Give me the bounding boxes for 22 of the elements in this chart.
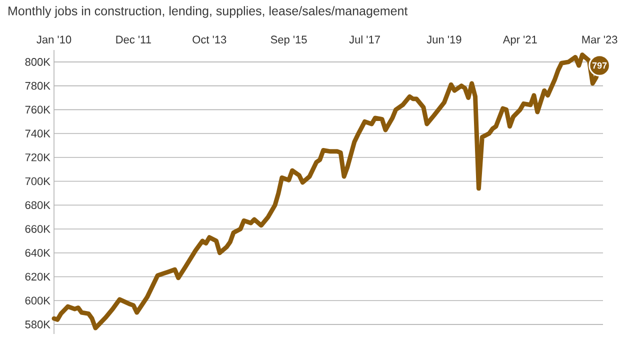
y-tick-label: 740K xyxy=(25,130,50,138)
x-tick-label: Jul '17 xyxy=(349,35,380,44)
x-tick-label: Mar '23 xyxy=(582,36,618,44)
y-tick-label: 800K xyxy=(25,58,50,66)
y-tick-label: 780K xyxy=(25,82,50,90)
y-tick-label: 600K xyxy=(25,296,50,304)
y-tick-label: 680K xyxy=(25,201,50,210)
y-tick-label: 640K xyxy=(25,248,50,257)
y-tick-label: 620K xyxy=(25,272,50,281)
y-tick-label: 700K xyxy=(25,177,50,186)
y-tick-label: 580K xyxy=(25,320,50,328)
x-tick-label: Dec '11 xyxy=(116,36,151,44)
x-tick-label: Sep '15 xyxy=(270,36,307,46)
y-tick-label: 660K xyxy=(25,225,50,233)
x-tick-label: Apr '21 xyxy=(502,36,537,46)
chart-title: Monthly jobs in construction, lending, supplies, lease/sales/management xyxy=(8,6,408,18)
x-tick-label: Oct '13 xyxy=(192,36,226,44)
y-tick-label: 720K xyxy=(25,153,50,162)
annotation: 797 xyxy=(592,62,607,69)
x-tick-label: Jan '10 xyxy=(36,36,72,44)
x-tick-label: Jun '19 xyxy=(426,36,462,44)
y-tick-label: 760K xyxy=(25,106,50,114)
